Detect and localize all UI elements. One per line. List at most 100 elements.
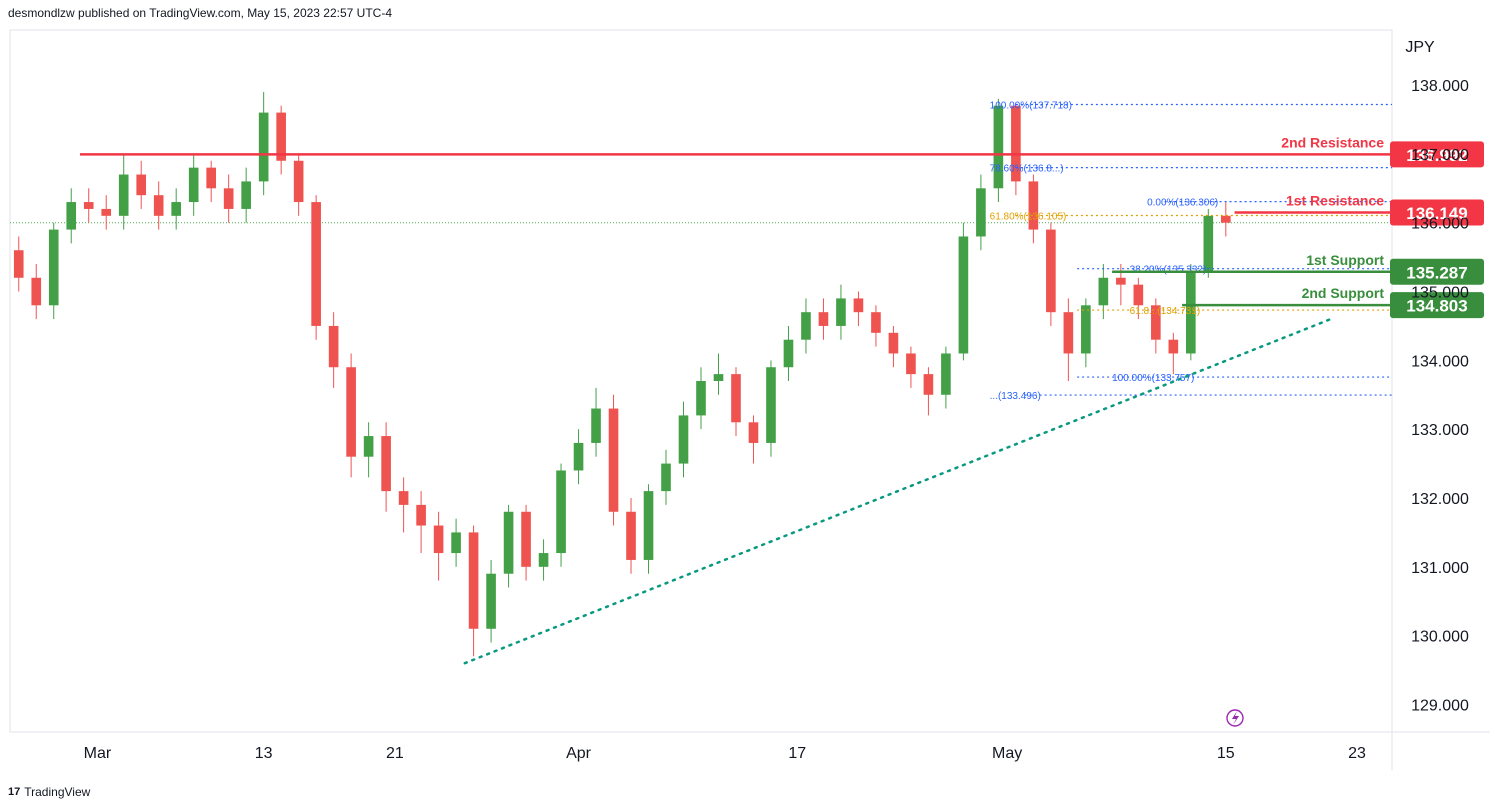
candle <box>713 353 724 395</box>
candle-body <box>608 408 619 512</box>
candle <box>748 415 759 464</box>
x-tick-label: 17 <box>788 745 806 762</box>
fib-label: 100.00%(137.718) <box>990 100 1072 111</box>
candle <box>1028 174 1039 244</box>
x-tick-label: 13 <box>255 745 273 762</box>
candle <box>206 160 216 203</box>
chart-frame <box>9 29 1490 770</box>
candle <box>258 91 269 196</box>
candle <box>521 504 531 581</box>
candle-body <box>416 504 426 526</box>
tradingview-logo-icon: 17 <box>8 786 21 798</box>
candle <box>923 367 934 416</box>
candle <box>783 325 794 381</box>
y-tick-label: 138.000 <box>1411 78 1469 95</box>
candle <box>1081 298 1091 368</box>
candle <box>346 353 356 478</box>
candle <box>888 325 899 368</box>
candle <box>1116 264 1126 306</box>
fib-label: 100.00%(133.757) <box>1112 373 1194 384</box>
candles <box>13 91 1231 657</box>
candle-body <box>661 463 671 492</box>
fib-label: 0.00%(136.306) <box>1147 198 1218 209</box>
candle <box>853 291 864 326</box>
x-tick-label: 21 <box>386 745 404 762</box>
price-tag <box>1390 292 1484 319</box>
fib-levels: 100.00%(137.718) 78.60%(136.8...) 61.80%(1… <box>990 100 1392 402</box>
candle-body <box>923 374 934 395</box>
candle-body <box>906 353 916 375</box>
candle-body <box>748 422 759 443</box>
candle-body <box>118 174 129 216</box>
candle-body <box>206 167 216 189</box>
lightning-icon[interactable] <box>1226 709 1244 727</box>
candle-body <box>136 174 147 196</box>
candle <box>766 360 776 457</box>
candle-body <box>888 332 899 354</box>
candle-body <box>556 470 566 554</box>
candle-body <box>1081 305 1091 354</box>
candle <box>136 160 147 209</box>
fib-label: 78.60%(136.8...) <box>990 164 1064 175</box>
level-name: 2nd Resistance <box>1281 134 1384 150</box>
candle <box>871 305 881 347</box>
candle <box>1046 222 1056 326</box>
candle <box>573 429 584 485</box>
candle-body <box>433 525 444 554</box>
candle <box>1203 208 1214 278</box>
candle-body <box>258 112 269 182</box>
candle-body <box>766 367 776 443</box>
candle-body <box>713 374 724 381</box>
level-2nd-resistance: 2nd Resistance 136.992 <box>79 134 1484 168</box>
candle <box>1098 264 1109 320</box>
candle <box>976 174 986 251</box>
candle-body <box>31 277 42 306</box>
y-tick-label: 136.000 <box>1411 216 1469 233</box>
candle-body <box>941 353 951 395</box>
price-tag-label: 134.803 <box>1406 297 1467 316</box>
candle-body <box>311 202 321 326</box>
candle <box>1151 298 1161 354</box>
price-tag <box>1390 258 1484 285</box>
candle <box>486 559 496 643</box>
candle-body <box>276 112 286 161</box>
candle-body <box>958 236 969 354</box>
candle <box>1133 277 1144 320</box>
candle-body <box>223 188 234 209</box>
level-1st-resistance: 1st Resistance 136.149 <box>1234 192 1484 226</box>
candle-body <box>643 491 654 560</box>
candle <box>311 195 321 340</box>
fib-label: 61.80%(136.105) <box>990 211 1067 222</box>
footer-brand[interactable]: 17 TradingView <box>8 785 90 799</box>
level-2nd-support: 2nd Support 134.803 <box>1182 285 1484 319</box>
level-name: 1st Support <box>1306 252 1384 268</box>
candle-body <box>451 532 461 554</box>
candle-body <box>48 229 59 306</box>
candle <box>48 222 59 320</box>
level-name: 2nd Support <box>1302 285 1385 301</box>
y-axis: 138.000 137.000 136.000 135.000 134.000 133.0… <box>1411 78 1469 714</box>
candle-body <box>101 208 112 216</box>
x-tick-label: Mar <box>84 745 112 762</box>
trendline <box>463 317 1333 665</box>
brand-name: TradingView <box>24 785 91 799</box>
candle-body <box>13 250 24 278</box>
candle-body <box>1063 312 1074 354</box>
candle-body <box>853 298 864 313</box>
x-tick-label: Apr <box>566 745 592 762</box>
candle-body <box>573 442 584 471</box>
candle-body <box>153 195 164 216</box>
candle-body <box>678 415 689 464</box>
candle-body <box>993 105 1004 189</box>
candle-body <box>328 325 339 368</box>
candle-body <box>871 312 881 333</box>
candle-body <box>591 408 601 443</box>
candle-body <box>976 188 986 237</box>
candle-body <box>241 181 251 209</box>
y-tick-label: 132.000 <box>1411 491 1469 508</box>
candle-body <box>801 312 811 340</box>
price-tag-label: 135.287 <box>1406 263 1467 282</box>
candle <box>941 346 951 409</box>
candle-body <box>626 511 636 560</box>
